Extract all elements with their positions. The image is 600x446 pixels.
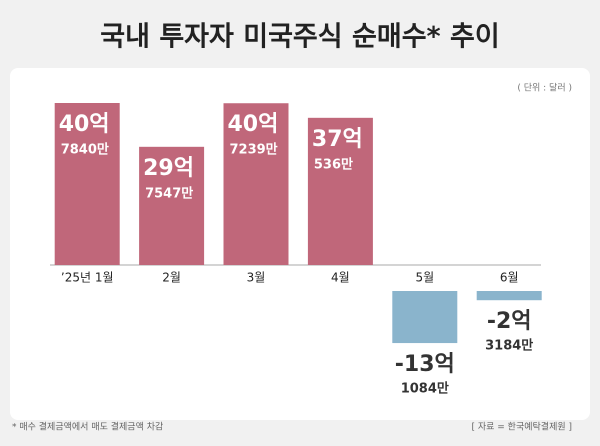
- x-tick-label: 5월: [415, 271, 434, 285]
- value-label: 37억: [312, 127, 363, 152]
- footnote: * 매수 결제금액에서 매도 결제금액 차감: [12, 421, 163, 433]
- value-label-sub: 3184만: [485, 338, 533, 354]
- bar: [139, 146, 205, 265]
- source: [ 자료 = 한국예탁결제원 ]: [471, 421, 572, 433]
- value-label-sub: 7840만: [61, 142, 109, 158]
- value-label-sub: 536만: [314, 156, 353, 172]
- x-tick-label: 6월: [500, 271, 519, 285]
- bar: [307, 117, 373, 266]
- value-label: 40억: [59, 112, 110, 137]
- value-label: 29억: [143, 156, 194, 181]
- x-tick-label: ’25년 1월: [61, 271, 114, 285]
- bar: [54, 103, 120, 265]
- bar: [476, 291, 542, 301]
- value-label-sub: 7547만: [145, 185, 193, 201]
- value-label-sub: 7239만: [230, 142, 278, 158]
- chart-title: 국내 투자자 미국주식 순매수* 추이: [100, 22, 499, 53]
- bar: [392, 291, 458, 344]
- x-tick-label: 4월: [331, 271, 350, 285]
- value-label: -2억: [487, 309, 532, 334]
- value-label: -13억: [395, 352, 455, 377]
- value-label-sub: 1084만: [401, 381, 449, 397]
- unit-note: ( 단위 : 달러 ): [517, 82, 572, 94]
- x-tick-label: 2월: [162, 271, 181, 285]
- value-label: 40억: [228, 112, 279, 137]
- x-tick-label: 3월: [247, 271, 266, 285]
- bar: [223, 103, 289, 265]
